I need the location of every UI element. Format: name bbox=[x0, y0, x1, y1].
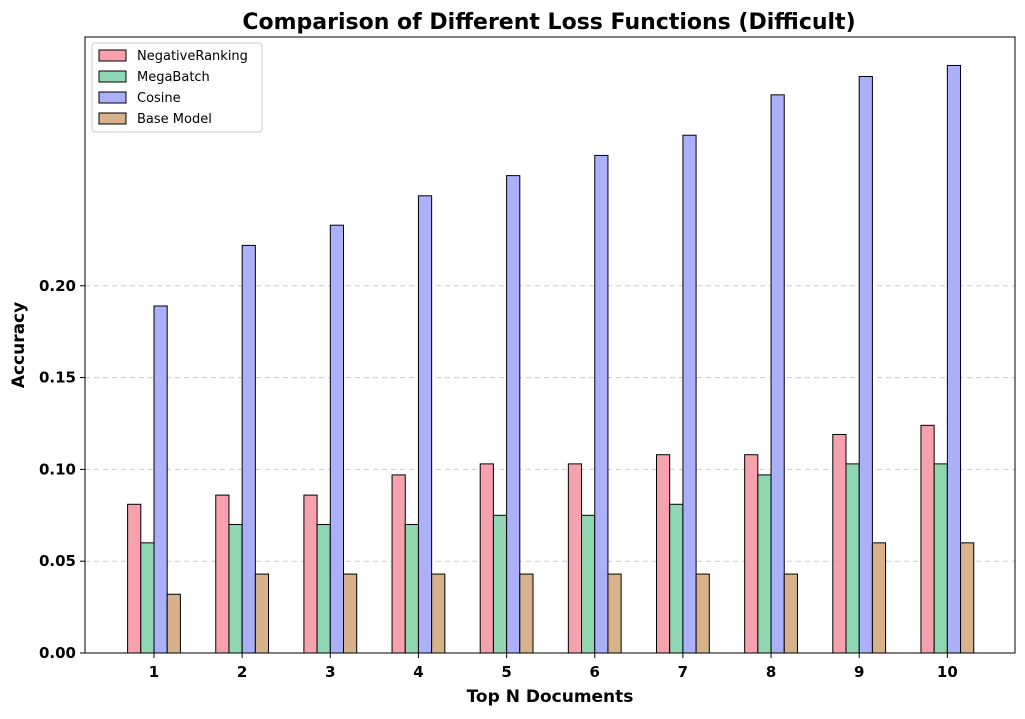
bar-base-model bbox=[783, 573, 798, 654]
legend-box bbox=[91, 42, 263, 133]
bar-negativeranking bbox=[215, 494, 230, 654]
legend-swatch bbox=[98, 70, 127, 83]
x-tick-label: 9 bbox=[854, 663, 864, 681]
bar-negativeranking bbox=[391, 474, 406, 654]
bar-cosine bbox=[153, 305, 168, 654]
bar-base-model bbox=[166, 593, 181, 654]
chart-title: Comparison of Different Loss Functions (… bbox=[242, 10, 855, 35]
bar-megabatch bbox=[845, 463, 860, 654]
bar-megabatch bbox=[669, 503, 684, 654]
x-axis-label: Top N Documents bbox=[467, 687, 634, 707]
bar-base-model bbox=[871, 542, 887, 654]
bar-cosine bbox=[770, 94, 785, 654]
bar-megabatch bbox=[757, 474, 772, 654]
bars bbox=[127, 64, 975, 654]
bar-cosine bbox=[506, 175, 521, 654]
legend-swatch bbox=[98, 91, 127, 104]
y-axis-label: Accuracy bbox=[9, 302, 29, 388]
legend-label: MegaBatch bbox=[137, 70, 210, 85]
bar-megabatch bbox=[140, 542, 155, 654]
bar-megabatch bbox=[492, 514, 508, 654]
bar-base-model bbox=[431, 573, 446, 654]
bar-negativeranking bbox=[832, 434, 847, 654]
bar-cosine bbox=[241, 244, 256, 654]
x-tick-label: 10 bbox=[937, 663, 958, 681]
bar-negativeranking bbox=[744, 454, 759, 654]
y-tick-label: 0.05 bbox=[39, 552, 76, 570]
y-tick-label: 0.00 bbox=[39, 644, 76, 662]
bar-base-model bbox=[343, 573, 358, 654]
bar-cosine bbox=[946, 64, 962, 654]
bar-negativeranking bbox=[567, 463, 583, 654]
bar-megabatch bbox=[404, 523, 419, 654]
bar-cosine bbox=[594, 154, 609, 654]
legend-label: Base Model bbox=[137, 112, 212, 127]
bar-cosine bbox=[682, 134, 697, 654]
bar-base-model bbox=[695, 573, 710, 654]
bar-megabatch bbox=[316, 523, 331, 654]
axis-ticks: 0.00 0.05 0.10 0.15 0.20 1 2 3 4 5 6 7 8 9 10 bbox=[39, 277, 958, 681]
bar-base-model bbox=[607, 573, 622, 654]
y-tick-label: 0.20 bbox=[39, 277, 76, 295]
bar-megabatch bbox=[581, 514, 596, 654]
bar-megabatch bbox=[228, 523, 243, 654]
x-tick-label: 6 bbox=[590, 663, 600, 681]
bar-base-model bbox=[254, 573, 270, 654]
legend: NegativeRanking MegaBatch Cosine Base Model bbox=[91, 42, 263, 133]
legend-swatch bbox=[98, 49, 127, 62]
x-tick-label: 3 bbox=[325, 663, 335, 681]
bar-negativeranking bbox=[656, 454, 671, 654]
bar-negativeranking bbox=[127, 503, 142, 654]
legend-swatch bbox=[98, 112, 127, 125]
bar-cosine bbox=[329, 224, 344, 654]
x-tick-label: 2 bbox=[237, 663, 247, 681]
x-tick-label: 7 bbox=[678, 663, 688, 681]
legend-label: NegativeRanking bbox=[137, 49, 248, 64]
bar-cosine bbox=[858, 75, 873, 654]
bar-cosine bbox=[417, 195, 433, 654]
bar-negativeranking bbox=[920, 424, 935, 654]
bar-negativeranking bbox=[303, 494, 318, 654]
bar-megabatch bbox=[933, 463, 948, 654]
plot-frame bbox=[84, 36, 1016, 654]
x-tick-label: 4 bbox=[413, 663, 423, 681]
legend-label: Cosine bbox=[137, 91, 181, 106]
bar-base-model bbox=[519, 573, 534, 654]
bar-base-model bbox=[960, 542, 975, 654]
bar-negativeranking bbox=[479, 463, 494, 654]
y-tick-label: 0.10 bbox=[39, 460, 76, 478]
x-tick-label: 1 bbox=[149, 663, 159, 681]
x-tick-label: 8 bbox=[766, 663, 776, 681]
y-tick-label: 0.15 bbox=[39, 369, 76, 387]
x-tick-label: 5 bbox=[501, 663, 511, 681]
